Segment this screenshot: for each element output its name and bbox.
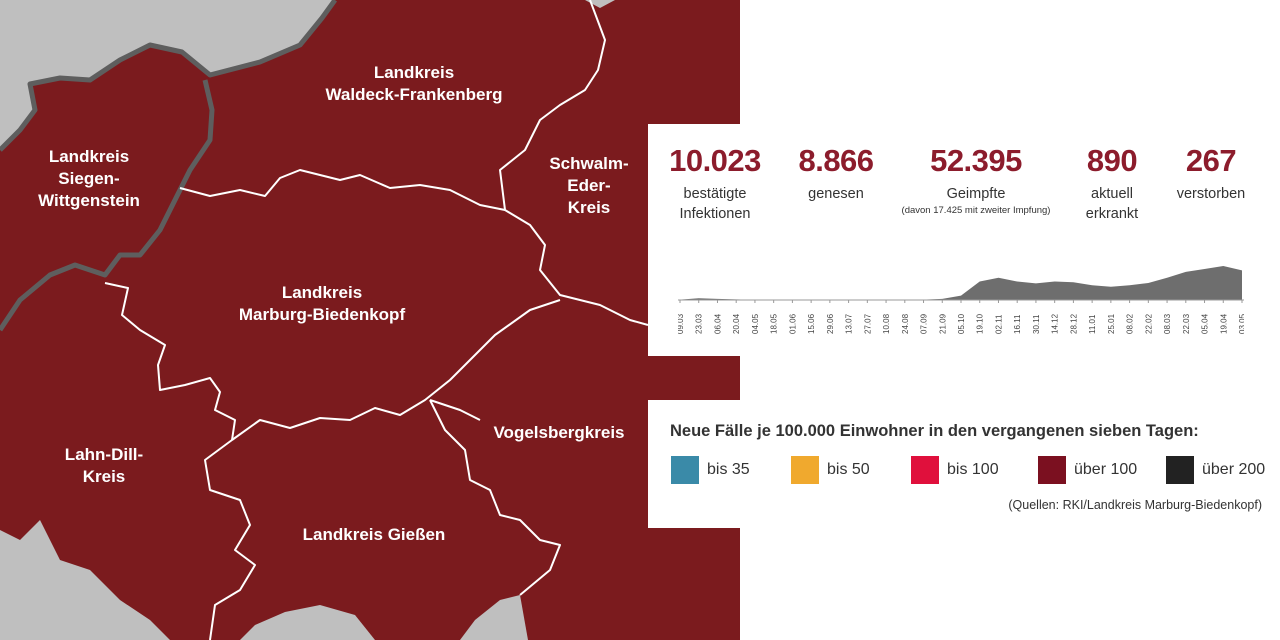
region-label-vogelsbergkreis: Vogelsbergkreis [493,423,625,442]
statistics-panel: 10.023 bestätigte Infektionen 8.866 genes… [648,124,1280,356]
neighbor-area-south [240,605,375,640]
stat-label: aktuell erkrankt [1085,186,1139,222]
timeline-date-label: 03.05 [1238,313,1244,334]
stat-value: 890 [1086,143,1138,178]
legend-swatch [1038,456,1066,484]
legend-swatch [911,456,939,484]
neighbor-area-southwest [0,520,170,640]
legend-item-ueber-200: über 200 [1166,456,1265,484]
legend-label: bis 50 [827,461,870,478]
timeline-date-label: 04.05 [751,313,760,334]
timeline-date-label: 08.03 [1163,313,1172,334]
timeline-date-label: 07.09 [920,313,929,334]
district-border-marburg-west [104,282,236,441]
region-label-siegen-wittgenstein: Landkreis Siegen- Wittgenstein [38,147,140,210]
timeline-date-label: 29.06 [826,313,835,334]
timeline-date-label: 11.01 [1088,314,1097,334]
timeline-date-label: 21.09 [938,313,947,334]
neighbor-area-north [585,0,615,8]
region-label-schwalm-eder: Schwalm- Eder- Kreis [549,154,629,217]
legend-label: über 100 [1074,461,1138,478]
timeline-date-label: 19.10 [976,313,985,334]
legend-label: über 200 [1202,461,1266,478]
timeline-date-label: 05.10 [957,313,966,334]
legend-item-bis-100: bis 100 [911,456,999,484]
legend-panel: Neue Fälle je 100.000 Einwohner in den v… [648,400,1280,528]
timeline-area [680,266,1242,300]
timeline-date-label: 30.11 [1032,314,1041,334]
stat-label: Geimpfte (davon 17.425 mit zweiter Impfu… [901,186,1051,216]
timeline-date-label: 08.02 [1126,313,1135,334]
district-border-vogelsberg-north [429,399,481,421]
timeline-date-label: 25.01 [1107,313,1116,334]
timeline-date-label: 22.03 [1182,313,1191,334]
stat-value: 10.023 [669,143,761,178]
stat-value: 8.866 [798,143,874,178]
region-label-marburg-biedenkopf: Landkreis Marburg-Biedenkopf [238,283,406,324]
timeline-date-label: 06.04 [713,313,722,334]
stat-label: genesen [808,186,864,202]
stat-currently-ill: 890 aktuell erkrankt [1086,142,1138,224]
timeline-date-label: 22.02 [1144,313,1153,334]
state-border [0,0,338,152]
timeline-date-label: 02.11 [994,314,1003,334]
stat-label: bestätigte Infektionen [679,186,751,222]
stat-confirmed-infections: 10.023 bestätigte Infektionen [669,142,761,224]
timeline-date-label: 15.06 [807,313,816,334]
district-border-giessen-west [204,439,256,640]
district-border-waldeck-marburg [179,169,506,211]
stat-note: (davon 17.425 mit zweiter Impfung) [901,205,1051,216]
timeline-date-label: 20.04 [732,313,741,334]
district-border-marburg-south [231,299,561,441]
map-background [0,0,740,640]
timeline-date-label: 24.08 [901,313,910,334]
stat-value: 267 [1185,143,1237,178]
timeline-date-label: 28.12 [1069,313,1078,334]
district-border-schwalm-west [499,0,649,326]
district-border-giessen-east [429,399,561,596]
timeline-date-label: 10.08 [882,313,891,334]
stat-deceased: 267 verstorben [1177,142,1246,204]
timeline-date-label: 14.12 [1051,313,1060,334]
legend-label: bis 100 [947,461,999,478]
legend-swatch [1166,456,1194,484]
legend-source: (Quellen: RKI/Landkreis Marburg-Biedenko… [1008,498,1262,512]
neighbor-area-northwest [0,0,335,150]
region-label-giessen: Landkreis Gießen [302,525,446,544]
timeline-date-label: 05.04 [1201,313,1210,334]
active-cases-timeline: 09.03 23.03 06.04 20.04 04.05 18.05 01.06 15.06… [678,266,1244,334]
neighbor-area-southeast [460,595,528,640]
timeline-date-label: 13.07 [845,313,854,334]
stat-recovered: 8.866 genesen [798,142,874,204]
state-border-inner [0,79,215,332]
stat-value: 52.395 [930,143,1022,178]
timeline-date-label: 16.11 [1013,314,1022,334]
legend-item-ueber-100: über 100 [1038,456,1137,484]
timeline-date-label: 01.06 [788,313,797,334]
legend-item-bis-50: bis 50 [791,456,870,484]
stat-vaccinated: 52.395 Geimpfte (davon 17.425 mit zweite… [902,142,1051,218]
legend-item-bis-35: bis 35 [671,456,750,484]
timeline-date-label: 27.07 [863,313,872,334]
legend-swatch [671,456,699,484]
region-label-lahn-dill: Lahn-Dill- Kreis [64,445,144,486]
timeline-date-label: 19.04 [1219,313,1228,334]
legend-label: bis 35 [707,461,750,478]
timeline-date-label: 18.05 [770,313,779,334]
stat-label: verstorben [1176,186,1246,202]
timeline-date-label: 23.03 [695,313,704,334]
legend-swatch [791,456,819,484]
timeline-date-label: 09.03 [678,313,685,334]
region-label-waldeck-frankenberg: Landkreis Waldeck-Frankenberg [325,63,503,104]
legend-title: Neue Fälle je 100.000 Einwohner in den v… [670,422,1199,440]
